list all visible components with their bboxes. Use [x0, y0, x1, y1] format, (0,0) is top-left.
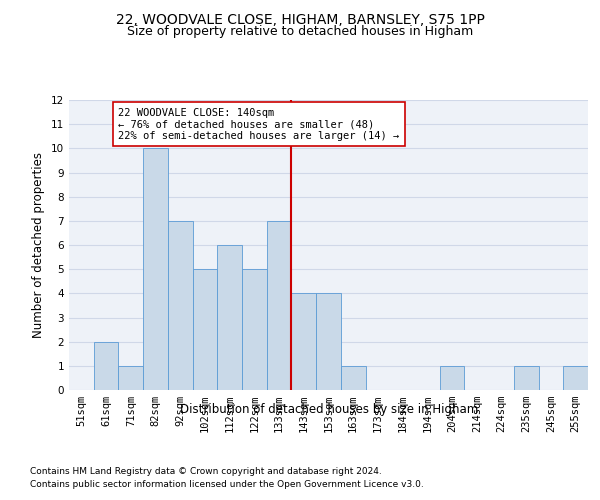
Bar [217, 245, 242, 390]
Bar [193, 269, 217, 390]
Bar [267, 221, 292, 390]
Text: 22 WOODVALE CLOSE: 140sqm
← 76% of detached houses are smaller (48)
22% of semi-: 22 WOODVALE CLOSE: 140sqm ← 76% of detac… [118, 108, 400, 141]
Bar [143, 148, 168, 390]
Bar [514, 366, 539, 390]
Bar [292, 294, 316, 390]
Bar [341, 366, 365, 390]
Text: Contains public sector information licensed under the Open Government Licence v3: Contains public sector information licen… [30, 480, 424, 489]
Text: Size of property relative to detached houses in Higham: Size of property relative to detached ho… [127, 25, 473, 38]
Y-axis label: Number of detached properties: Number of detached properties [32, 152, 46, 338]
Bar [168, 221, 193, 390]
Bar [242, 269, 267, 390]
Text: 22, WOODVALE CLOSE, HIGHAM, BARNSLEY, S75 1PP: 22, WOODVALE CLOSE, HIGHAM, BARNSLEY, S7… [116, 12, 484, 26]
Bar [118, 366, 143, 390]
Text: Distribution of detached houses by size in Higham: Distribution of detached houses by size … [179, 402, 478, 415]
Text: Contains HM Land Registry data © Crown copyright and database right 2024.: Contains HM Land Registry data © Crown c… [30, 468, 382, 476]
Bar [94, 342, 118, 390]
Bar [440, 366, 464, 390]
Bar [563, 366, 588, 390]
Bar [316, 294, 341, 390]
